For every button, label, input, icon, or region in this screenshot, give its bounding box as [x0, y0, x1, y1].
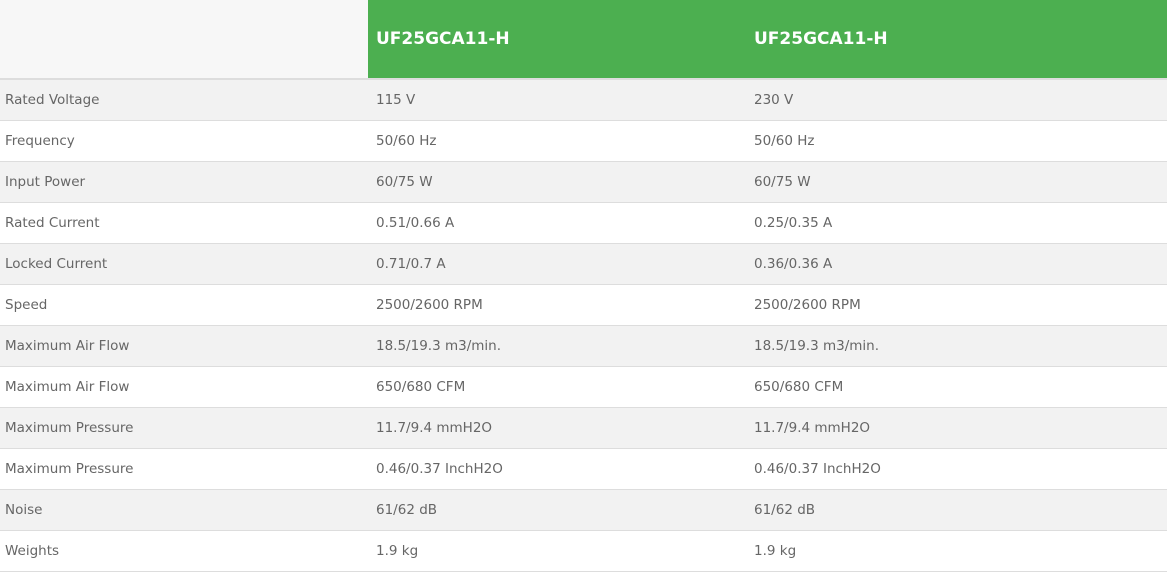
table-row: Maximum Air Flow 18.5/19.3 m3/min. 18.5/19…	[0, 325, 1167, 367]
spec-value-model-2: 230 V	[746, 79, 1167, 121]
table-row: Maximum Air Flow 650/680 CFM 650/680 CFM	[0, 366, 1167, 408]
spec-value-model-1: 1.9 kg	[368, 530, 746, 572]
spec-value-model-1: 60/75 W	[368, 161, 746, 203]
spec-value-model-2: 61/62 dB	[746, 489, 1167, 531]
spec-label: Rated Current	[0, 202, 368, 244]
table-row: Rated Current 0.51/0.66 A 0.25/0.35 A	[0, 202, 1167, 244]
table-row: Maximum Pressure 0.46/0.37 InchH2O 0.46/0.…	[0, 448, 1167, 490]
spec-value-model-2: 0.25/0.35 A	[746, 202, 1167, 244]
table-row: Maximum Pressure 11.7/9.4 mmH2O 11.7/9.4 m…	[0, 407, 1167, 449]
spec-label: Noise	[0, 489, 368, 531]
spec-value-model-1: 11.7/9.4 mmH2O	[368, 407, 746, 449]
table-row: Frequency 50/60 Hz 50/60 Hz	[0, 120, 1167, 162]
table-row: Rated Voltage 115 V 230 V	[0, 79, 1167, 121]
spec-value-model-1: 0.46/0.37 InchH2O	[368, 448, 746, 490]
spec-label: Input Power	[0, 161, 368, 203]
spec-value-model-2: 1.9 kg	[746, 530, 1167, 572]
spec-value-model-1: 0.51/0.66 A	[368, 202, 746, 244]
spec-value-model-1: 115 V	[368, 79, 746, 121]
spec-value-model-1: 50/60 Hz	[368, 120, 746, 162]
spec-value-model-2: 650/680 CFM	[746, 366, 1167, 408]
spec-label: Maximum Pressure	[0, 448, 368, 490]
table-row: Speed 2500/2600 RPM 2500/2600 RPM	[0, 284, 1167, 326]
spec-label: Locked Current	[0, 243, 368, 285]
spec-value-model-2: 0.46/0.37 InchH2O	[746, 448, 1167, 490]
table-row: Noise 61/62 dB 61/62 dB	[0, 489, 1167, 531]
table-row: Input Power 60/75 W 60/75 W	[0, 161, 1167, 203]
table-row: Weights 1.9 kg 1.9 kg	[0, 530, 1167, 572]
spec-value-model-2: 2500/2600 RPM	[746, 284, 1167, 326]
spec-value-model-2: 11.7/9.4 mmH2O	[746, 407, 1167, 449]
spec-label: Maximum Air Flow	[0, 325, 368, 367]
spec-label: Maximum Pressure	[0, 407, 368, 449]
spec-label: Maximum Air Flow	[0, 366, 368, 408]
spec-value-model-2: 18.5/19.3 m3/min.	[746, 325, 1167, 367]
spec-label: Frequency	[0, 120, 368, 162]
spec-value-model-2: 60/75 W	[746, 161, 1167, 203]
header-model-1: UF25GCA11-H	[368, 0, 746, 80]
spec-value-model-1: 650/680 CFM	[368, 366, 746, 408]
spec-label: Rated Voltage	[0, 79, 368, 121]
spec-value-model-1: 0.71/0.7 A	[368, 243, 746, 285]
header-row: UF25GCA11-H UF25GCA11-H	[0, 0, 1167, 80]
spec-value-model-1: 61/62 dB	[368, 489, 746, 531]
spec-label: Weights	[0, 530, 368, 572]
spec-value-model-1: 18.5/19.3 m3/min.	[368, 325, 746, 367]
spec-value-model-2: 50/60 Hz	[746, 120, 1167, 162]
header-model-2: UF25GCA11-H	[746, 0, 1167, 80]
spec-value-model-1: 2500/2600 RPM	[368, 284, 746, 326]
table-row: Locked Current 0.71/0.7 A 0.36/0.36 A	[0, 243, 1167, 285]
spec-label: Speed	[0, 284, 368, 326]
header-blank	[0, 0, 368, 80]
spec-value-model-2: 0.36/0.36 A	[746, 243, 1167, 285]
